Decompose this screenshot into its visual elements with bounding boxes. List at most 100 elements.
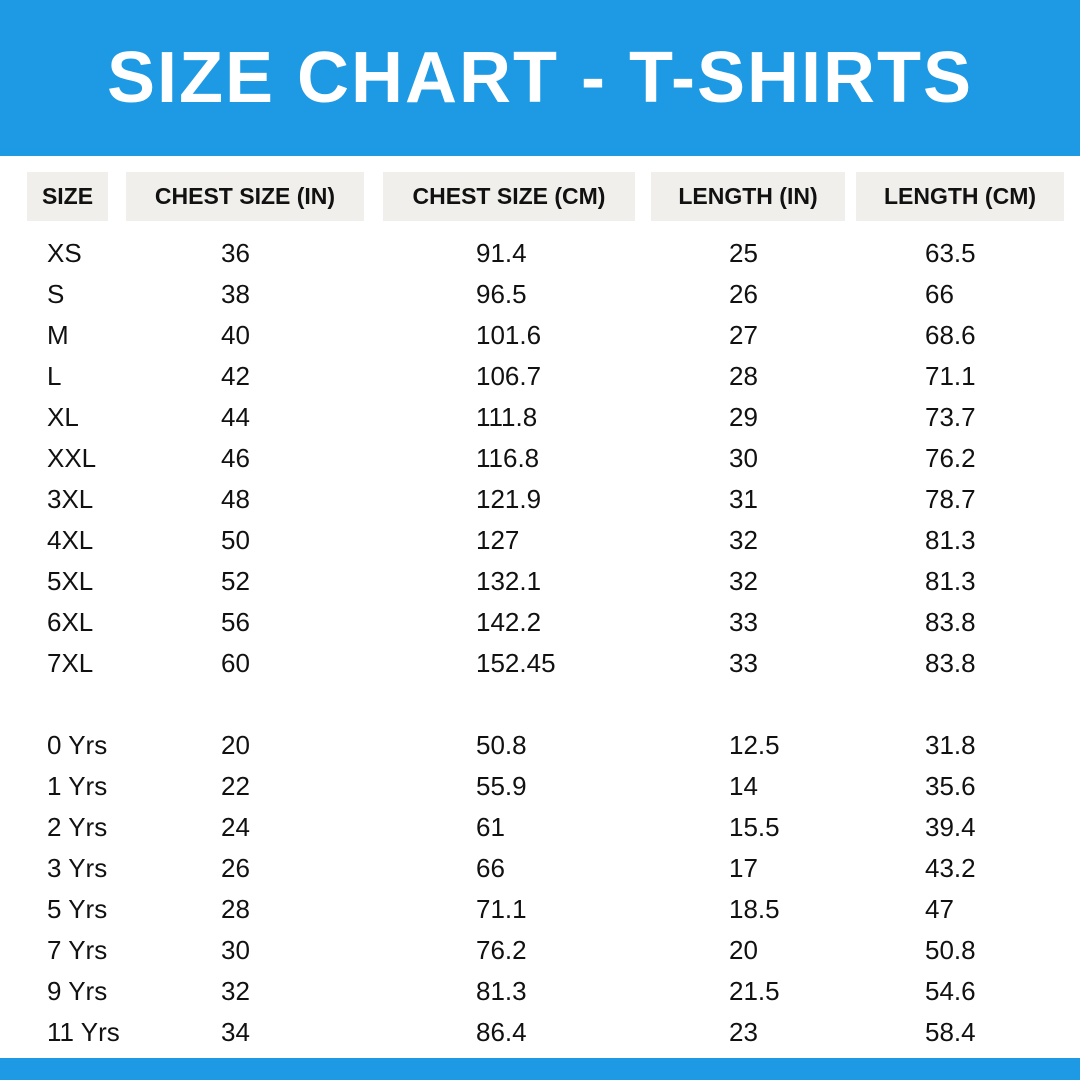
- cell-length-in: 29: [729, 402, 758, 432]
- cell-length-cm: 78.7: [925, 484, 976, 514]
- cell-length-in: 12.5: [729, 730, 780, 760]
- cell-length-cm: 35.6: [925, 771, 976, 801]
- column-header-label: SIZE: [41, 183, 94, 209]
- cell-size: 0 Yrs: [47, 730, 108, 760]
- cell-size: XL: [47, 402, 79, 432]
- cell-length-cm: 81.3: [925, 525, 976, 555]
- cell-length-cm: 66: [925, 279, 954, 309]
- cell-length-in: 20: [729, 935, 758, 965]
- cell-chest-in: 34: [221, 1017, 250, 1047]
- cell-length-in: 32: [729, 525, 758, 555]
- cell-length-cm: 81.3: [925, 566, 976, 596]
- cell-chest-in: 40: [221, 320, 250, 350]
- cell-chest-in: 22: [221, 771, 250, 801]
- cell-length-cm: 83.8: [925, 648, 976, 678]
- cell-length-in: 25: [729, 238, 758, 268]
- cell-chest-cm: 101.6: [476, 320, 542, 350]
- cell-size: S: [47, 279, 65, 309]
- page-title: SIZE CHART - T-SHIRTS: [0, 30, 1080, 126]
- cell-chest-cm: 142.2: [476, 607, 542, 637]
- cell-chest-in: 46: [221, 443, 250, 473]
- cell-chest-cm: 116.8: [476, 443, 540, 473]
- cell-chest-cm: 152.45: [476, 648, 556, 678]
- cell-length-in: 27: [729, 320, 758, 350]
- cell-chest-in: 36: [221, 238, 250, 268]
- cell-length-cm: 63.5: [925, 238, 976, 268]
- cell-chest-in: 24: [221, 812, 250, 842]
- cell-chest-cm: 86.4: [476, 1017, 527, 1047]
- cell-chest-in: 20: [221, 730, 250, 760]
- cell-length-cm: 39.4: [925, 812, 976, 842]
- column-header-size: SIZE: [27, 172, 108, 221]
- cell-length-in: 28: [729, 361, 758, 391]
- cell-size: L: [47, 361, 62, 391]
- cell-length-cm: 58.4: [925, 1017, 976, 1047]
- cell-chest-cm: 111.8: [476, 402, 538, 432]
- cell-chest-cm: 76.2: [476, 935, 527, 965]
- cell-chest-in: 26: [221, 853, 250, 883]
- cell-chest-in: 52: [221, 566, 250, 596]
- cell-size: 7XL: [47, 648, 94, 678]
- cell-length-cm: 31.8: [925, 730, 976, 760]
- cell-chest-cm: 81.3: [476, 976, 527, 1006]
- cell-length-in: 31: [729, 484, 758, 514]
- cell-length-in: 15.5: [729, 812, 780, 842]
- cell-size: 9 Yrs: [47, 976, 108, 1006]
- cell-chest-cm: 132.1: [476, 566, 542, 596]
- cell-size: 1 Yrs: [47, 771, 108, 801]
- cell-chest-in: 56: [221, 607, 250, 637]
- cell-chest-in: 42: [221, 361, 250, 391]
- cell-chest-in: 60: [221, 648, 250, 678]
- cell-length-in: 33: [729, 648, 758, 678]
- cell-length-cm: 50.8: [925, 935, 976, 965]
- cell-length-in: 14: [729, 771, 758, 801]
- column-header-length-in: LENGTH (IN): [651, 172, 845, 221]
- cell-length-in: 32: [729, 566, 758, 596]
- column-header-label: CHEST SIZE (IN): [154, 183, 336, 209]
- cell-size: 11 Yrs: [47, 1017, 120, 1047]
- cell-chest-in: 28: [221, 894, 250, 924]
- cell-size: 3 Yrs: [47, 853, 108, 883]
- cell-chest-cm: 91.4: [476, 238, 527, 268]
- cell-chest-in: 38: [221, 279, 250, 309]
- cell-chest-cm: 50.8: [476, 730, 527, 760]
- cell-length-cm: 73.7: [925, 402, 976, 432]
- cell-chest-in: 50: [221, 525, 250, 555]
- cell-size: 6XL: [47, 607, 94, 637]
- cell-size: 7 Yrs: [47, 935, 108, 965]
- cell-chest-in: 44: [221, 402, 250, 432]
- cell-chest-cm: 96.5: [476, 279, 527, 309]
- cell-length-cm: 43.2: [925, 853, 976, 883]
- cell-chest-cm: 66: [476, 853, 505, 883]
- cell-length-in: 17: [729, 853, 758, 883]
- cell-length-in: 21.5: [729, 976, 780, 1006]
- cell-chest-cm: 121.9: [476, 484, 542, 514]
- column-header-chest-cm: CHEST SIZE (CM): [383, 172, 635, 221]
- footer-bar: [0, 1058, 1080, 1080]
- cell-chest-cm: 71.1: [476, 894, 527, 924]
- cell-chest-in: 48: [221, 484, 250, 514]
- page-title-text: SIZE CHART - T-SHIRTS: [107, 38, 973, 118]
- column-header-length-cm: LENGTH (CM): [856, 172, 1064, 221]
- cell-size: XXL: [47, 443, 97, 473]
- cell-size: 3XL: [47, 484, 94, 514]
- cell-length-cm: 47: [925, 894, 954, 924]
- cell-chest-in: 30: [221, 935, 250, 965]
- cell-length-cm: 68.6: [925, 320, 976, 350]
- cell-size: M: [47, 320, 69, 350]
- column-header-label: LENGTH (IN): [678, 183, 818, 209]
- cell-chest-cm: 106.7: [476, 361, 542, 391]
- cell-length-in: 18.5: [729, 894, 780, 924]
- column-header-label: LENGTH (CM): [883, 183, 1037, 209]
- cell-length-cm: 83.8: [925, 607, 976, 637]
- cell-chest-cm: 127: [476, 525, 520, 555]
- title-banner: SIZE CHART - T-SHIRTS: [0, 0, 1080, 156]
- cell-length-in: 23: [729, 1017, 758, 1047]
- cell-chest-cm: 61: [476, 812, 505, 842]
- cell-chest-in: 32: [221, 976, 250, 1006]
- cell-length-in: 30: [729, 443, 758, 473]
- cell-length-cm: 76.2: [925, 443, 976, 473]
- cell-size: 5XL: [47, 566, 94, 596]
- column-header-label: CHEST SIZE (CM): [412, 183, 606, 209]
- cell-size: XS: [47, 238, 82, 268]
